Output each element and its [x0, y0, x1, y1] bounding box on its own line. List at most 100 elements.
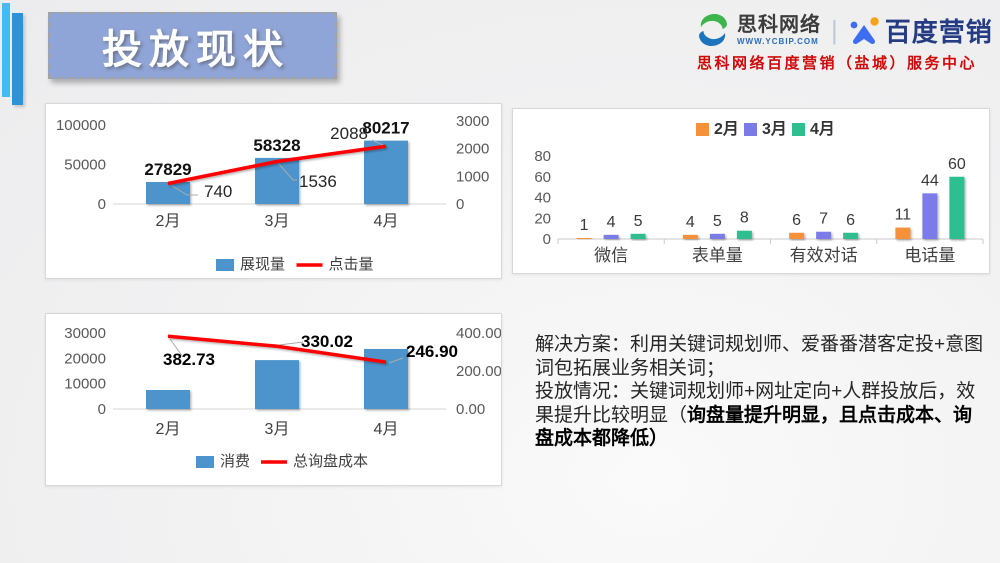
legend-bar-label: 消费: [220, 453, 250, 470]
bar: [603, 234, 619, 239]
line-series: [167, 334, 387, 364]
y-axis-tick: 40: [534, 190, 551, 207]
bar-value-label: 60: [948, 156, 966, 173]
left-axis-tick: 20000: [64, 350, 106, 367]
left-axis-tick: 100000: [56, 117, 106, 134]
legend-label: 3月: [762, 120, 787, 138]
legend-label: 2月: [714, 120, 739, 138]
category-label: 有效对话: [790, 246, 858, 265]
bar: [816, 231, 832, 239]
label-leader-line: [170, 184, 198, 196]
sike-logo-blue-swirl: [699, 31, 726, 46]
channel-leads-svg: 2月 3月 4月 0 20 40 60 80 1 4 5 微信 4 5 8 表单量 6 7 6 有效对话 11 44 60 电…: [534, 120, 984, 265]
right-axis-tick: 0.00: [456, 401, 485, 418]
bar-value-label: 4: [686, 214, 695, 231]
solution-line1-text: 解决方案：利用关键词规划师、爱番番潜客定投+意图词包拓展业务相关词；: [535, 334, 984, 379]
blue-accent-bar: [12, 13, 23, 105]
category-label: 3月: [265, 421, 290, 438]
bar-value-label: 27829: [144, 160, 191, 179]
sike-logo-url: WWW.YCBIP.COM: [737, 36, 819, 46]
label-leader-line: [388, 357, 404, 364]
chart-channel-leads: 2月 3月 4月 0 20 40 60 80 1 4 5 微信 4 5 8 表单量 6 7 6 有效对话 11 44 60 电…: [512, 108, 990, 274]
label-leader-line: [169, 338, 184, 358]
bar: [146, 182, 190, 204]
category-label: 4月: [374, 213, 399, 230]
bar-value-label: 11: [895, 207, 912, 224]
bar: [709, 233, 725, 239]
y-axis-tick: 0: [543, 231, 551, 248]
bar-value-label: 58328: [253, 136, 300, 155]
bar: [364, 348, 408, 409]
category-label: 2月: [156, 213, 181, 230]
category-label: 3月: [265, 213, 290, 230]
category-label: 4月: [374, 421, 399, 438]
chart-cost-inquiry: 0 10000 20000 30000 0.00 200.00 400.00 2月 3月 4月 38…: [45, 313, 502, 486]
bar: [630, 233, 646, 239]
solution-line1: 解决方案：利用关键词规划师、爱番番潜客定投+意图词包拓展业务相关词；: [535, 333, 988, 380]
y-axis-tick: 80: [534, 148, 551, 165]
bar-value-label: 4: [607, 214, 616, 231]
header-logos: 思科网络 WWW.YCBIP.COM | 百度营销: [693, 9, 993, 51]
bar: [736, 230, 752, 239]
solution-line2-normal: 投放情况：关键词规划师+网址定向+人群投放后，效果提升比较明显（: [535, 381, 976, 426]
header-subtitle: 思科网络百度营销（盐城）服务中心: [697, 55, 978, 72]
left-axis-tick: 30000: [64, 325, 106, 342]
baidu-logo-orange-dot: [870, 17, 879, 26]
line-series: [167, 144, 387, 186]
baidu-logo-icon: [850, 17, 879, 45]
legend-bar-label: 展现量: [240, 256, 285, 273]
bar-value-label: 5: [634, 213, 643, 230]
sike-logo-icon: [699, 14, 727, 46]
legend-line-label: 点击量: [329, 256, 374, 273]
legend-bar-swatch: [216, 259, 234, 271]
bar-value-label: 6: [846, 212, 855, 229]
baidu-logo-chevron: [852, 25, 875, 45]
category-label: 2月: [156, 421, 181, 438]
right-axis-tick: 3000: [456, 113, 489, 130]
bar: [789, 232, 805, 239]
line-value-label: 1536: [299, 172, 337, 191]
line-value-label: 2088: [330, 124, 368, 143]
label-leader-line: [371, 139, 384, 146]
sike-logo-name: 思科网络: [737, 13, 821, 36]
sike-logo-green-swirl: [700, 14, 727, 29]
bar-value-label: 7: [819, 211, 828, 228]
left-axis-tick: 10000: [64, 376, 106, 393]
left-axis-tick: 0: [98, 196, 106, 213]
title-box: 投放现状: [48, 12, 337, 79]
category-label: 微信: [594, 246, 628, 265]
bar-value-label: 6: [792, 212, 801, 229]
right-axis-tick: 400.00: [456, 325, 501, 342]
line-value-label: 382.73: [163, 350, 215, 369]
line-value-label: 740: [204, 182, 232, 201]
bar: [949, 176, 965, 239]
bar-value-label: 80217: [362, 119, 409, 138]
bar-value-label: 5: [713, 213, 722, 230]
right-axis-tick: 200.00: [456, 363, 501, 380]
sike-logo-text: 思科网络 WWW.YCBIP.COM: [737, 15, 821, 46]
label-leader-line: [278, 341, 304, 346]
impressions-clicks-svg: 0 50000 100000 0 1000 2000 3000 27829 2月 58328 3月 8…: [56, 113, 489, 273]
left-axis-tick: 0: [98, 401, 106, 418]
cyan-accent-bar: [2, 3, 10, 97]
baidu-logo-name: 百度营销: [884, 16, 993, 47]
page-title: 投放现状: [102, 27, 290, 72]
legend-swatch: [744, 123, 757, 136]
category-label: 电话量: [904, 246, 955, 265]
legend-line-label: 总询盘成本: [293, 452, 368, 470]
legend-label: 4月: [810, 120, 835, 138]
cost-inquiry-svg: 0 10000 20000 30000 0.00 200.00 400.00 2月 3月 4月 38…: [64, 325, 501, 470]
y-axis-tick: 20: [534, 210, 551, 227]
legend-swatch: [792, 123, 805, 136]
bar: [843, 232, 859, 239]
bar-value-label: 1: [580, 217, 589, 234]
bar: [146, 390, 190, 409]
solution-line2: 投放情况：关键词规划师+网址定向+人群投放后，效果提升比较明显（询盘量提升明显，…: [535, 380, 988, 451]
bar-value-label: 8: [740, 210, 749, 227]
bar: [255, 360, 299, 409]
bar: [682, 234, 698, 239]
bar: [364, 140, 408, 204]
right-axis-tick: 2000: [456, 141, 489, 158]
logo-divider: |: [831, 14, 838, 45]
left-axis-tick: 50000: [64, 157, 106, 174]
